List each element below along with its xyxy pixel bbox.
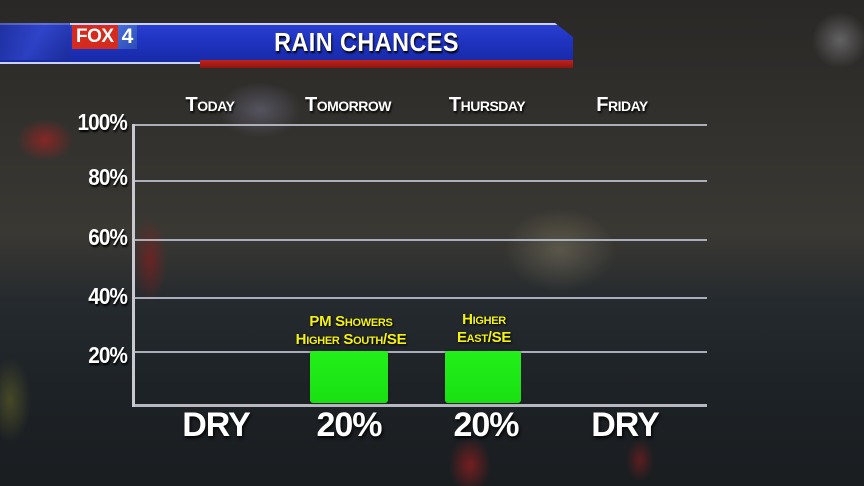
note-tomorrow-line1: PM Showers — [309, 313, 393, 330]
title-banner: FOX 4 RAIN CHANCES — [0, 0, 864, 80]
day-header-friday: Friday — [596, 94, 648, 116]
gridline-40 — [133, 297, 707, 299]
gridline-60 — [133, 239, 707, 241]
note-thursday-line1: Higher — [462, 311, 506, 328]
note-thursday: Higher East/SE — [394, 311, 574, 347]
value-label-tomorrow: 20% — [316, 406, 382, 444]
ytick-40: 40% — [88, 283, 128, 309]
fox4-logo: FOX 4 — [72, 25, 138, 49]
day-header-today: Today — [185, 94, 235, 116]
y-axis-line — [132, 124, 135, 407]
ytick-20: 20% — [88, 342, 128, 368]
ytick-100: 100% — [77, 109, 128, 135]
day-header-tomorrow: Tomorrow — [305, 94, 391, 116]
bar-tomorrow — [310, 351, 388, 403]
bar-thursday — [445, 351, 521, 403]
ytick-80: 80% — [88, 164, 128, 190]
gridline-100 — [133, 124, 707, 126]
value-label-friday: DRY — [591, 406, 660, 444]
day-header-thursday: Thursday — [448, 94, 526, 116]
logo-channel-number: 4 — [117, 25, 138, 49]
banner-accent — [0, 23, 70, 60]
note-thursday-line2: East/SE — [456, 329, 512, 346]
value-label-today: DRY — [182, 406, 251, 444]
gridline-80 — [133, 180, 707, 182]
ytick-60: 60% — [88, 224, 128, 250]
x-axis-baseline — [133, 404, 707, 407]
note-tomorrow: PM Showers Higher South/SE — [261, 313, 441, 349]
note-tomorrow-line2: Higher South/SE — [295, 331, 407, 348]
gridline-20 — [133, 351, 707, 353]
banner-red-stripe-right — [200, 60, 573, 68]
page-title: RAIN CHANCES — [274, 27, 459, 57]
logo-fox-text: FOX — [72, 25, 118, 49]
value-label-thursday: 20% — [453, 406, 519, 444]
